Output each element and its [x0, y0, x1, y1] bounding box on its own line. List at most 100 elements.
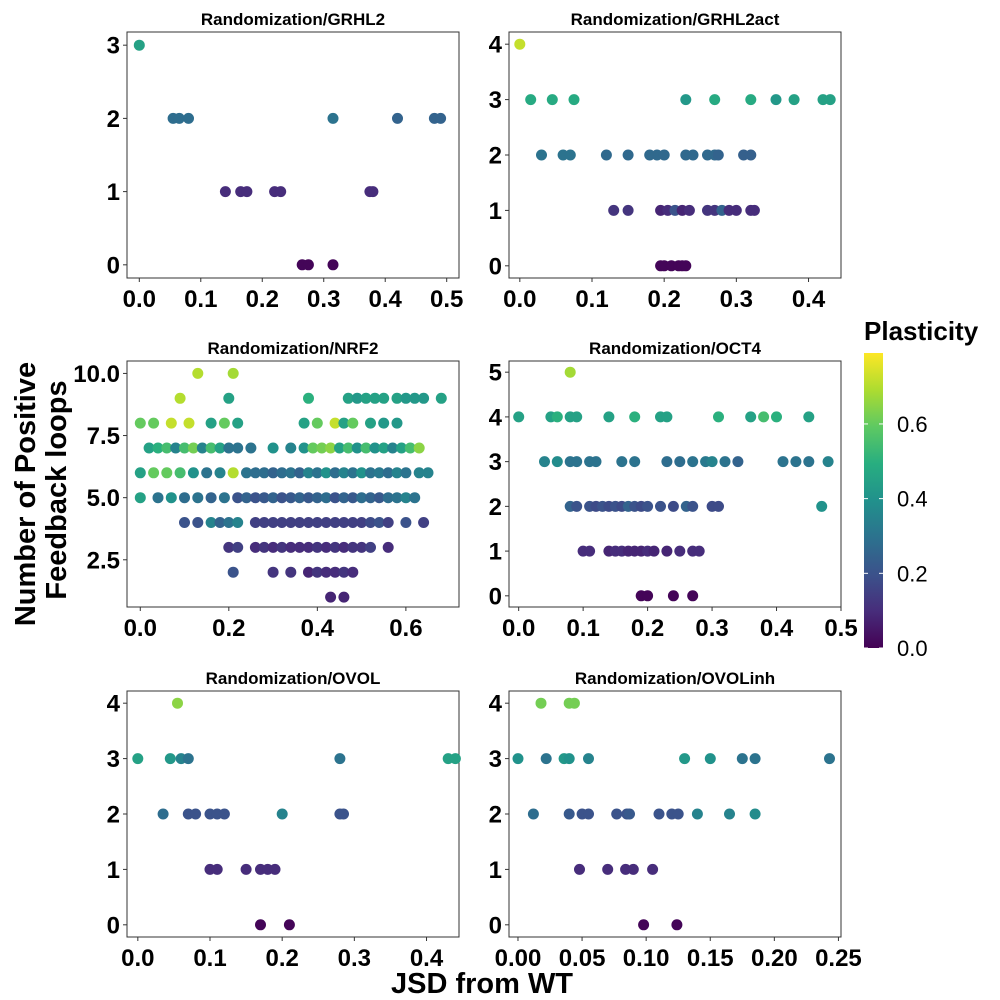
y-tick-label: 2 — [489, 143, 502, 170]
data-point — [824, 94, 836, 106]
data-point — [719, 456, 731, 468]
data-point — [294, 467, 306, 479]
data-point — [568, 697, 580, 709]
data-point — [391, 417, 403, 429]
data-point — [303, 541, 314, 553]
data-point — [329, 566, 341, 578]
points-group — [512, 697, 835, 931]
data-point — [413, 467, 425, 479]
data-point — [325, 442, 337, 454]
points-group — [134, 367, 447, 603]
data-point — [373, 467, 385, 479]
data-point — [218, 492, 230, 504]
data-point — [409, 492, 421, 504]
data-point — [152, 492, 164, 504]
data-point — [285, 442, 297, 454]
data-point — [172, 697, 183, 709]
data-point — [674, 545, 686, 557]
data-point — [342, 442, 354, 454]
data-point — [622, 149, 634, 161]
x-tick-label: 0.4 — [760, 615, 794, 642]
data-point — [745, 94, 757, 106]
data-point — [267, 541, 279, 553]
data-point — [179, 442, 190, 454]
data-point — [325, 591, 337, 603]
data-point — [303, 566, 314, 578]
x-tick-label: 0.3 — [338, 945, 371, 972]
data-point — [205, 517, 217, 528]
data-point — [365, 541, 376, 553]
panel-frame — [126, 31, 460, 279]
data-point — [338, 517, 350, 528]
y-tick-label: 4 — [489, 404, 503, 431]
data-point — [391, 467, 403, 479]
data-point — [161, 442, 173, 454]
y-tick-label: 1 — [489, 198, 502, 225]
data-point — [568, 94, 580, 106]
data-point — [624, 808, 635, 820]
data-point — [311, 492, 323, 504]
data-point — [422, 467, 434, 479]
data-point — [571, 411, 583, 423]
data-point — [152, 442, 164, 454]
legend-tick-label: 0.2 — [897, 561, 928, 586]
data-point — [535, 697, 547, 709]
x-tick-label: 0.25 — [815, 945, 862, 972]
y-axis-title: Number of Positive Feedback loops — [10, 354, 73, 626]
y-tick-label: 4 — [107, 691, 121, 718]
data-point — [338, 566, 350, 578]
data-point — [655, 500, 666, 512]
data-point — [276, 808, 288, 820]
data-point — [276, 541, 288, 553]
y-tick-label: 3 — [489, 87, 502, 114]
panel: Randomization/OVOLinh 0.00 0.05 0.10 0.15 0.2… — [489, 669, 862, 972]
data-point — [404, 442, 416, 454]
data-point — [173, 112, 185, 124]
data-point — [187, 467, 199, 479]
data-point — [320, 566, 332, 578]
data-point — [653, 808, 665, 820]
panel-title: Randomization/GRHL2 — [201, 10, 385, 29]
data-point — [540, 753, 552, 765]
data-point — [687, 456, 699, 468]
data-point — [232, 517, 244, 528]
data-point — [227, 367, 239, 379]
panel-title: Randomization/NRF2 — [208, 339, 379, 358]
data-point — [157, 808, 169, 820]
y-tick-label: 3 — [489, 746, 502, 773]
data-point — [164, 753, 176, 765]
data-point — [706, 456, 718, 468]
data-point — [329, 517, 341, 528]
data-point — [258, 492, 270, 504]
data-point — [803, 411, 815, 423]
data-point — [187, 442, 199, 454]
data-point — [311, 541, 323, 553]
points-group — [514, 38, 836, 272]
x-tick-label: 0.4 — [369, 286, 403, 313]
data-point — [342, 392, 354, 404]
data-point — [369, 392, 381, 404]
data-point — [258, 467, 270, 479]
data-point — [629, 411, 641, 423]
data-point — [563, 808, 575, 820]
data-point — [338, 467, 350, 479]
data-point — [320, 492, 332, 504]
data-point — [255, 919, 266, 931]
data-point — [373, 492, 385, 504]
data-point — [790, 456, 802, 468]
data-point — [232, 492, 244, 504]
data-point — [338, 808, 349, 820]
data-point — [551, 411, 563, 423]
data-point — [303, 467, 314, 479]
legend-title: Plasticity — [864, 316, 979, 346]
data-point — [413, 442, 425, 454]
y-tick-label: 0 — [107, 252, 120, 279]
data-point — [223, 442, 235, 454]
data-point — [183, 112, 194, 124]
data-point — [365, 517, 376, 528]
data-point — [396, 442, 407, 454]
data-point — [449, 753, 461, 765]
data-point — [338, 541, 350, 553]
data-point — [822, 456, 834, 468]
data-point — [745, 149, 757, 161]
